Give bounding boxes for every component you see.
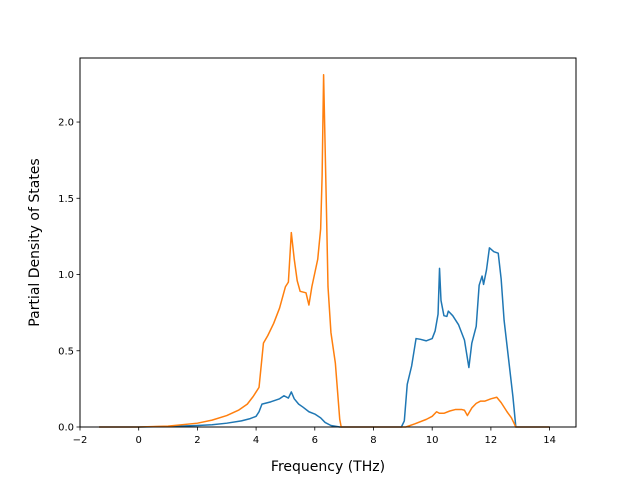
x-axis-title: Frequency (THz): [271, 459, 385, 475]
y-axis-title: Partial Density of States: [27, 158, 43, 326]
x-tick-label: −2: [73, 435, 88, 446]
series-line-1: [99, 247, 550, 428]
y-axis-ticks: 0.0 0.5 1.0 1.5 2.0: [58, 118, 80, 434]
x-tick-label: 6: [312, 435, 318, 446]
x-tick-label: 8: [370, 435, 376, 446]
series-layer: [99, 74, 550, 428]
axes-frame: [79, 57, 577, 428]
y-tick-label: 0.0: [58, 423, 74, 434]
x-tick-label: 4: [253, 435, 259, 446]
x-tick-label: 12: [485, 435, 498, 446]
x-tick-label: 10: [426, 435, 439, 446]
y-tick-label: 1.0: [58, 270, 74, 281]
x-tick-label: 14: [543, 435, 556, 446]
x-axis-ticks: −2 0 2 4 6 8 10 12 14: [73, 427, 556, 446]
y-tick-label: 1.5: [58, 194, 74, 205]
plot-area: [80, 58, 576, 427]
y-tick-label: 2.0: [58, 118, 74, 129]
series-line-2: [99, 74, 550, 428]
x-tick-label: 0: [136, 435, 142, 446]
x-tick-label: 2: [194, 435, 200, 446]
y-tick-label: 0.5: [58, 346, 74, 357]
